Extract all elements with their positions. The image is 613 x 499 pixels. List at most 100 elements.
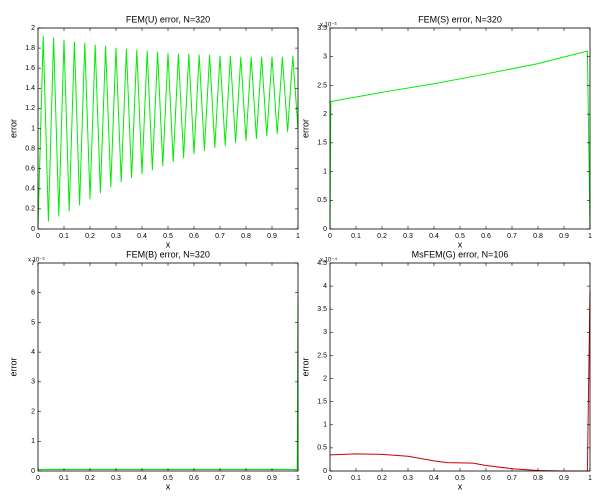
y-scale-label: x 10⁻⁴ (320, 257, 338, 264)
y-scale-label: x 10⁻³ (320, 23, 337, 29)
y-tick-label: 1 (323, 422, 327, 429)
y-tick-label: 3 (31, 379, 35, 386)
x-axis-label: x (166, 481, 171, 491)
data-line (38, 295, 299, 471)
y-tick-label: 4 (31, 349, 35, 356)
x-tick-label: 0.6 (189, 475, 199, 482)
y-tick-label: 2.5 (317, 82, 327, 89)
y-tick-label: 1 (31, 438, 35, 445)
x-tick-label: 0.9 (267, 475, 277, 482)
y-tick-label: 0 (31, 226, 35, 233)
data-line (329, 50, 591, 230)
y-tick-label: 4.5 (317, 260, 327, 267)
y-tick-label: 3.5 (317, 25, 327, 32)
x-tick-label: 0.5 (455, 233, 465, 240)
x-tick-label: 0.3 (403, 475, 413, 482)
x-tick-label: 0 (328, 475, 332, 482)
x-tick-label: 0 (36, 475, 40, 482)
x-tick-label: 0.7 (507, 475, 517, 482)
x-tick-label: 0.2 (377, 233, 387, 240)
x-tick-label: 0.2 (85, 233, 95, 240)
x-tick-label: 0.6 (481, 233, 491, 240)
y-tick-label: 1.2 (25, 105, 35, 112)
y-tick-label: 0 (323, 468, 327, 475)
x-tick-label: 0.4 (429, 233, 439, 240)
x-tick-label: 0.9 (559, 475, 569, 482)
x-tick-label: 0.3 (111, 233, 121, 240)
y-axis-label: error (300, 119, 310, 138)
y-tick-label: 6 (31, 290, 35, 297)
x-tick-label: 0.7 (507, 233, 517, 240)
y-tick-label: 1 (323, 168, 327, 175)
axes-box (329, 27, 591, 230)
x-tick-label: 0.7 (215, 475, 225, 482)
y-tick-label: 0.6 (25, 166, 35, 173)
y-tick-label: 0.4 (25, 186, 35, 193)
y-tick-label: 1.5 (317, 140, 327, 147)
y-tick-label: 5 (31, 319, 35, 326)
x-tick-label: 0.7 (215, 233, 225, 240)
y-tick-label: 0.5 (317, 197, 327, 204)
x-tick-label: 0.5 (455, 475, 465, 482)
y-tick-label: 2.5 (317, 352, 327, 359)
x-tick-label: 0.1 (59, 475, 69, 482)
chart-title: FEM(U) error, N=320 (126, 14, 210, 24)
x-tick-label: 0.1 (351, 233, 361, 240)
data-line (329, 290, 591, 472)
axes-box (329, 262, 591, 472)
y-tick-label: 1 (31, 125, 35, 132)
x-tick-label: 0.5 (163, 475, 173, 482)
x-axis-label: x (166, 239, 171, 249)
x-tick-label: 1 (296, 475, 300, 482)
x-tick-label: 0 (36, 233, 40, 240)
y-tick-label: 3.5 (317, 306, 327, 313)
y-tick-label: 3 (323, 329, 327, 336)
x-tick-label: 0.8 (533, 233, 543, 240)
y-tick-label: 2 (31, 408, 35, 415)
x-tick-label: 0.8 (241, 475, 251, 482)
x-tick-label: 0.9 (559, 233, 569, 240)
data-line (37, 35, 299, 228)
x-tick-label: 0.1 (59, 233, 69, 240)
y-axis-label: error (300, 357, 310, 376)
y-tick-label: 2 (323, 375, 327, 382)
y-tick-label: 1.5 (317, 399, 327, 406)
axes-box (37, 262, 299, 472)
y-tick-label: 0.8 (25, 145, 35, 152)
y-scale-label: x 10⁻³ (28, 258, 45, 264)
x-tick-label: 0.3 (111, 475, 121, 482)
y-tick-label: 0 (31, 468, 35, 475)
y-tick-label: 0.5 (317, 445, 327, 452)
chart-title: FEM(S) error, N=320 (418, 14, 502, 24)
x-tick-label: 0 (328, 233, 332, 240)
y-tick-label: 3 (323, 54, 327, 61)
y-tick-label: 0.2 (25, 206, 35, 213)
y-axis-label: error (8, 357, 18, 376)
x-tick-label: 0.5 (163, 233, 173, 240)
x-tick-label: 0.6 (189, 233, 199, 240)
x-tick-label: 0.2 (85, 475, 95, 482)
y-tick-label: 4 (323, 283, 327, 290)
x-tick-label: 0.3 (403, 233, 413, 240)
x-tick-label: 0.8 (533, 475, 543, 482)
chart-title: MsFEM(G) error, N=106 (412, 249, 509, 259)
x-tick-label: 0.1 (351, 475, 361, 482)
y-tick-label: 0 (323, 226, 327, 233)
x-tick-label: 0.9 (267, 233, 277, 240)
y-tick-label: 1.4 (25, 85, 35, 92)
x-tick-label: 0.4 (137, 233, 147, 240)
x-axis-label: x (458, 481, 463, 491)
x-tick-label: 0.4 (429, 475, 439, 482)
x-tick-label: 1 (296, 233, 300, 240)
x-tick-label: 0.4 (137, 475, 147, 482)
y-tick-label: 2 (323, 111, 327, 118)
y-tick-label: 2 (31, 25, 35, 32)
y-axis-label: error (8, 119, 18, 138)
x-tick-label: 1 (588, 475, 592, 482)
y-tick-label: 7 (31, 260, 35, 267)
x-tick-label: 0.8 (241, 233, 251, 240)
chart-title: FEM(B) error, N=320 (126, 249, 210, 259)
x-tick-label: 1 (588, 233, 592, 240)
